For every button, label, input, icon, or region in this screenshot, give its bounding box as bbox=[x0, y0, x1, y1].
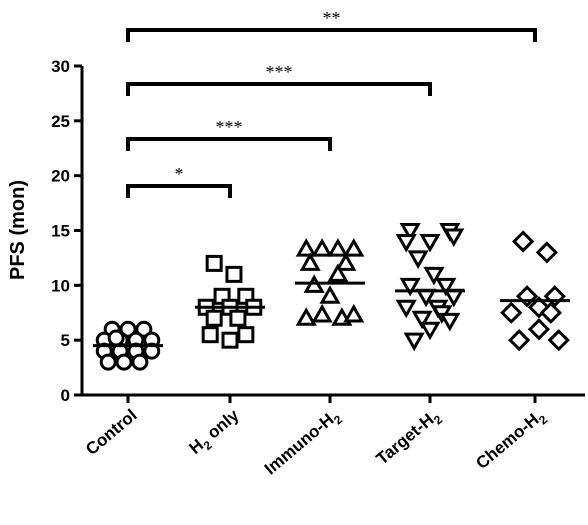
data-point-triangle-down bbox=[443, 228, 465, 248]
data-point-circle bbox=[135, 320, 153, 338]
data-point-square bbox=[225, 265, 243, 283]
data-point-diamond bbox=[539, 301, 562, 324]
data-point-triangle-up bbox=[327, 238, 349, 257]
data-point-triangle-down bbox=[395, 299, 417, 319]
data-point-square bbox=[201, 326, 219, 344]
data-point-triangle-down bbox=[399, 223, 421, 242]
data-point-triangle-down bbox=[435, 277, 457, 297]
x-tick-label-main: Control bbox=[82, 406, 141, 459]
y-tick-label: 30 bbox=[51, 57, 70, 76]
data-point-diamond bbox=[500, 301, 523, 324]
y-tick-label: 25 bbox=[51, 112, 70, 131]
x-tick-label: Target-H2 bbox=[373, 405, 446, 471]
data-point-triangle-up bbox=[319, 285, 341, 304]
data-point-triangle-down bbox=[443, 288, 465, 308]
data-point-triangle-up bbox=[295, 307, 317, 326]
data-point-diamond bbox=[527, 318, 551, 341]
significance-brackets: ********* bbox=[126, 8, 537, 198]
data-point-triangle-up bbox=[327, 263, 349, 282]
y-axis-title: PFS (mon) bbox=[7, 180, 29, 280]
data-point-triangle-up bbox=[311, 238, 333, 257]
data-point-triangle-down bbox=[419, 321, 441, 341]
data-point-triangle-down bbox=[423, 266, 445, 286]
significance-label: *** bbox=[216, 117, 243, 137]
x-tick-label-main: Target-H bbox=[373, 410, 438, 469]
data-point-square bbox=[229, 309, 247, 327]
significance-bracket bbox=[126, 28, 537, 42]
significance-label: ** bbox=[323, 8, 341, 28]
data-point-triangle-down bbox=[407, 250, 429, 269]
y-tick-label: 5 bbox=[61, 331, 70, 350]
data-point-triangle-up bbox=[299, 252, 321, 271]
data-marks bbox=[93, 223, 570, 371]
significance-label: * bbox=[175, 164, 184, 184]
data-point-circle bbox=[107, 329, 125, 347]
data-point-diamond bbox=[535, 241, 559, 264]
data-point-square bbox=[205, 309, 223, 327]
data-point-diamond bbox=[547, 329, 570, 352]
data-point-square bbox=[237, 326, 255, 344]
data-point-triangle-up bbox=[295, 238, 317, 257]
x-tick-label: Control bbox=[82, 406, 141, 459]
significance-bracket bbox=[126, 82, 432, 96]
data-point-diamond bbox=[508, 329, 531, 352]
data-point-triangle-down bbox=[403, 332, 425, 352]
y-tick-label: 20 bbox=[51, 167, 70, 186]
data-point-diamond bbox=[511, 230, 535, 253]
x-tick-label-main: Chemo-H bbox=[472, 410, 542, 473]
data-point-triangle-down bbox=[439, 312, 461, 332]
x-tick-label-main: Immuno-H bbox=[261, 410, 338, 479]
data-point-triangle-up bbox=[343, 303, 365, 323]
data-point-triangle-up bbox=[343, 238, 365, 257]
x-tick-label: Chemo-H2 bbox=[472, 405, 550, 476]
data-point-triangle-down bbox=[395, 233, 417, 253]
data-point-square bbox=[221, 331, 239, 349]
data-point-diamond bbox=[543, 285, 566, 308]
significance-label: *** bbox=[266, 62, 293, 82]
y-tick-label: 10 bbox=[51, 276, 70, 295]
data-point-triangle-down bbox=[419, 233, 441, 253]
data-point-triangle-down bbox=[399, 277, 421, 297]
data-point-triangle-up bbox=[335, 252, 357, 271]
data-point-circle bbox=[131, 353, 149, 371]
data-point-triangle-down bbox=[411, 310, 433, 330]
data-point-circle bbox=[143, 342, 161, 360]
significance-bracket bbox=[126, 184, 232, 198]
data-point-circle bbox=[115, 353, 133, 371]
data-point-square bbox=[205, 254, 223, 272]
x-tick-label: Immuno-H2 bbox=[261, 405, 346, 481]
data-point-triangle-up bbox=[311, 303, 333, 323]
data-point-circle bbox=[99, 353, 117, 371]
significance-bracket bbox=[126, 137, 332, 151]
y-tick-label: 0 bbox=[61, 386, 70, 405]
y-tick-label: 15 bbox=[51, 222, 70, 241]
x-tick-label-tail: only bbox=[200, 405, 243, 445]
x-tick-label: H2 only bbox=[185, 405, 245, 461]
data-point-circle bbox=[119, 320, 137, 338]
